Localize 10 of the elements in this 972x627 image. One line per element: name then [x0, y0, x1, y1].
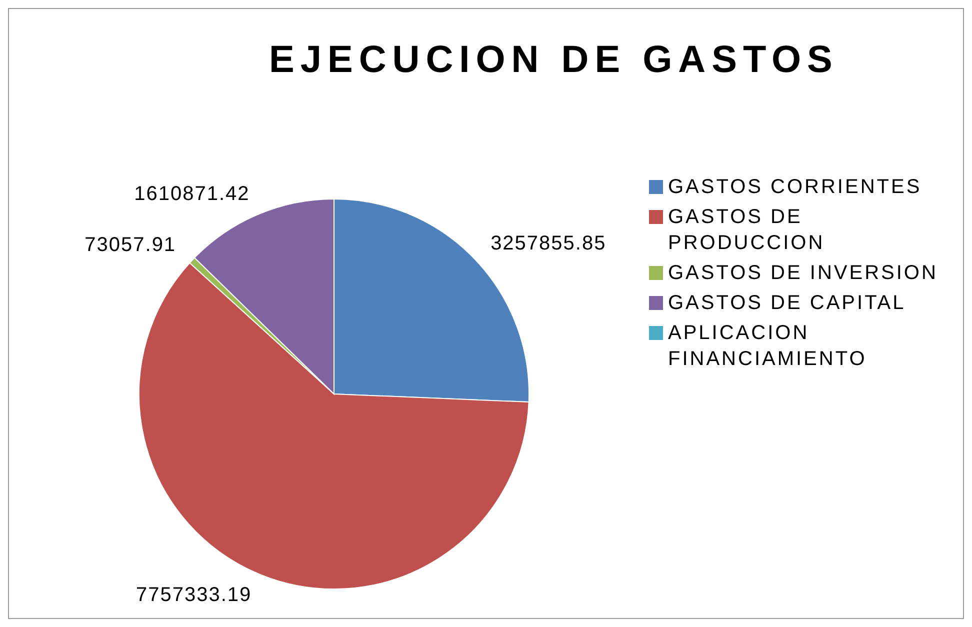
data-label: 7757333.19 — [136, 584, 252, 606]
data-label: 1610871.42 — [134, 183, 250, 206]
legend-label: GASTOS DE CAPITAL — [668, 291, 907, 316]
legend-label: GASTOS DE INVERSION — [668, 261, 939, 286]
chart-title: EJECUCION DE GASTOS — [269, 39, 840, 82]
data-label: 3257855.85 — [490, 232, 606, 255]
legend-label: GASTOS CORRIENTES — [668, 175, 923, 200]
legend-label: GASTOS DE PRODUCCION — [668, 205, 826, 256]
legend-label: APLICACION FINANCIAMIENTO — [668, 321, 868, 372]
data-label: 73057.91 — [84, 234, 176, 256]
